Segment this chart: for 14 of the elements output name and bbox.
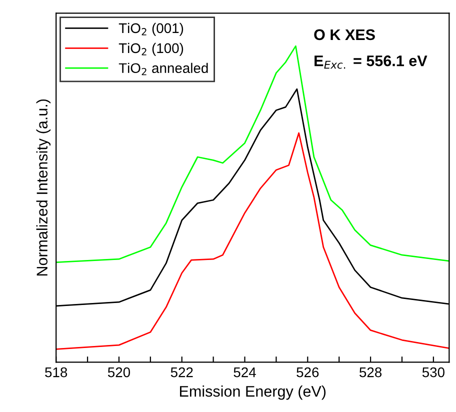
x-tick-label: 520	[108, 367, 130, 378]
x-axis-title: Emission Energy (eV)	[180, 386, 326, 400]
y-axis-title: Normalized Intensity (a.u.)	[36, 99, 51, 276]
x-tick-label: 526	[296, 367, 319, 378]
legend-label: TiO$_{2}$ (001)	[118, 22, 184, 36]
x-tick-label: 522	[170, 367, 193, 378]
text: O K XES	[314, 29, 375, 40]
annotation: E$_{Exc.}$ = 556.1 eV	[314, 55, 428, 69]
legend-label: TiO$_{2}$ annealed	[118, 62, 208, 76]
x-tick-label: 518	[45, 367, 68, 378]
x-tick-label: 530	[422, 367, 444, 378]
x-tick-label: 524	[234, 367, 256, 378]
x-tick-label: 528	[360, 367, 382, 378]
legend-label: TiO$_{2}$ (100)	[118, 42, 184, 56]
